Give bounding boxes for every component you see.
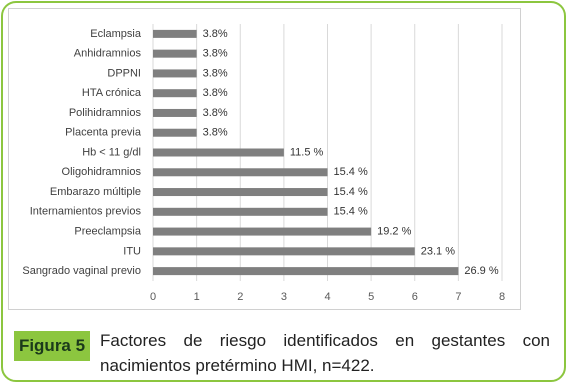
bar (153, 227, 372, 236)
data-label: 3.8% (203, 127, 228, 139)
data-label: 19.2 % (377, 225, 411, 237)
bar (153, 108, 197, 117)
x-tick-label: 1 (194, 291, 200, 303)
bar (153, 69, 197, 78)
data-label: 11.5 % (290, 146, 324, 158)
figure-label: Figura 5 (14, 331, 90, 361)
x-tick-label: 8 (499, 291, 505, 303)
data-label: 15.4 % (334, 206, 368, 218)
bar (153, 168, 328, 177)
bar (153, 29, 197, 38)
y-tick-label: Anhidramnios (74, 48, 142, 60)
data-label: 15.4 % (334, 186, 368, 198)
y-tick-label: DPPNI (107, 67, 141, 79)
y-tick-label: Internamientos previos (30, 206, 142, 218)
data-label: 3.8% (203, 28, 228, 40)
data-label: 3.8% (203, 67, 228, 79)
figure-caption: Factores de riesgo identificados en gest… (100, 331, 550, 375)
x-tick-label: 7 (455, 291, 461, 303)
y-tick-label: Placenta previa (65, 127, 142, 139)
data-label: 3.8% (203, 48, 228, 60)
x-tick-label: 4 (324, 291, 330, 303)
y-tick-label: Sangrado vaginal previo (22, 265, 141, 277)
bar (153, 267, 459, 276)
x-tick-label: 6 (412, 291, 418, 303)
x-tick-label: 2 (237, 291, 243, 303)
x-tick-label: 3 (281, 291, 287, 303)
data-label: 15.4 % (334, 166, 368, 178)
bar (153, 89, 197, 98)
y-tick-label: Hb < 11 g/dl (82, 146, 141, 158)
bar (153, 247, 415, 256)
bar (153, 188, 328, 197)
y-tick-label: Eclampsia (90, 28, 142, 40)
x-tick-label: 0 (150, 291, 156, 303)
data-label: 3.8% (203, 107, 228, 119)
y-tick-label: Polihidramnios (69, 107, 142, 119)
y-tick-label: Embarazo múltiple (50, 186, 141, 198)
y-tick-label: HTA crónica (82, 87, 142, 99)
data-label: 3.8% (203, 87, 228, 99)
bar (153, 49, 197, 58)
data-label: 26.9 % (464, 265, 498, 277)
bar (153, 128, 197, 137)
bar (153, 148, 284, 157)
y-tick-label: Oligohidramnios (62, 166, 142, 178)
data-label: 23.1 % (421, 245, 455, 257)
x-tick-label: 5 (368, 291, 374, 303)
y-tick-label: ITU (123, 245, 141, 257)
y-tick-label: Preeclampsia (74, 225, 142, 237)
bar (153, 207, 328, 216)
chart-border (8, 8, 521, 310)
